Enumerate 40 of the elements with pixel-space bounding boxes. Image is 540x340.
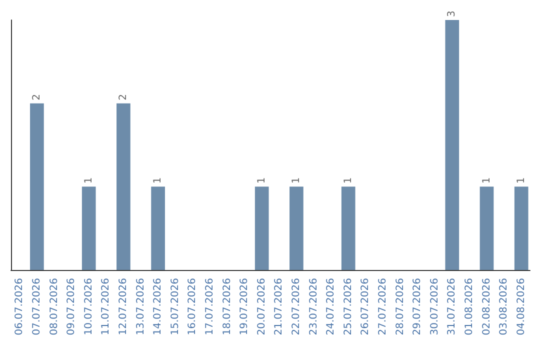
x-tick-label: 06.07.2026 — [14, 278, 26, 336]
x-tick-label: 18.07.2026 — [222, 278, 233, 336]
x-tick-label: 11.07.2026 — [100, 278, 112, 336]
x-tick-label: 17.07.2026 — [204, 278, 216, 336]
data-label: 3 — [446, 10, 458, 17]
x-tick-label: 10.07.2026 — [83, 278, 94, 336]
data-label: 1 — [290, 177, 302, 184]
x-tick-label: 22.07.2026 — [290, 278, 302, 336]
x-tick-label: 24.07.2026 — [326, 278, 337, 336]
x-tick-label: 25.07.2026 — [342, 278, 354, 336]
x-tick-label: 28.07.2026 — [394, 278, 406, 336]
data-label: 2 — [118, 94, 129, 100]
x-tick-label: 02.08.2026 — [481, 278, 492, 336]
x-tick-label: 13.07.2026 — [135, 278, 146, 336]
x-tick-label: 21.07.2026 — [274, 278, 285, 336]
data-label: 1 — [152, 177, 164, 184]
x-tick-label: 26.07.2026 — [360, 278, 372, 336]
data-label: 1 — [516, 177, 527, 184]
x-tick-label: 14.07.2026 — [152, 278, 164, 336]
x-tick-label: 12.07.2026 — [118, 278, 129, 336]
x-tick-label: 16.07.2026 — [187, 278, 198, 336]
x-tick-label: 07.07.2026 — [31, 278, 42, 336]
x-tick-label: 03.08.2026 — [498, 278, 510, 336]
data-label: 1 — [83, 177, 94, 184]
x-tick-label: 08.07.2026 — [48, 278, 60, 336]
x-tick-label: 29.07.2026 — [412, 278, 424, 336]
x-tick-label: 09.07.2026 — [66, 278, 78, 336]
x-tick-label: 01.08.2026 — [464, 278, 475, 336]
x-tick-label: 15.07.2026 — [170, 278, 181, 336]
x-tick-label: 23.07.2026 — [308, 278, 320, 336]
x-tick-label: 04.08.2026 — [516, 278, 527, 336]
data-label: 1 — [256, 177, 268, 184]
data-label: 2 — [31, 94, 42, 100]
data-label: 1 — [342, 177, 354, 184]
x-tick-label: 19.07.2026 — [239, 278, 250, 336]
x-tick-label: 30.07.2026 — [429, 278, 440, 336]
x-tick-label: 31.07.2026 — [446, 278, 458, 336]
data-label: 1 — [481, 177, 492, 184]
x-tick-label: 20.07.2026 — [256, 278, 268, 336]
x-tick-label: 27.07.2026 — [377, 278, 388, 336]
